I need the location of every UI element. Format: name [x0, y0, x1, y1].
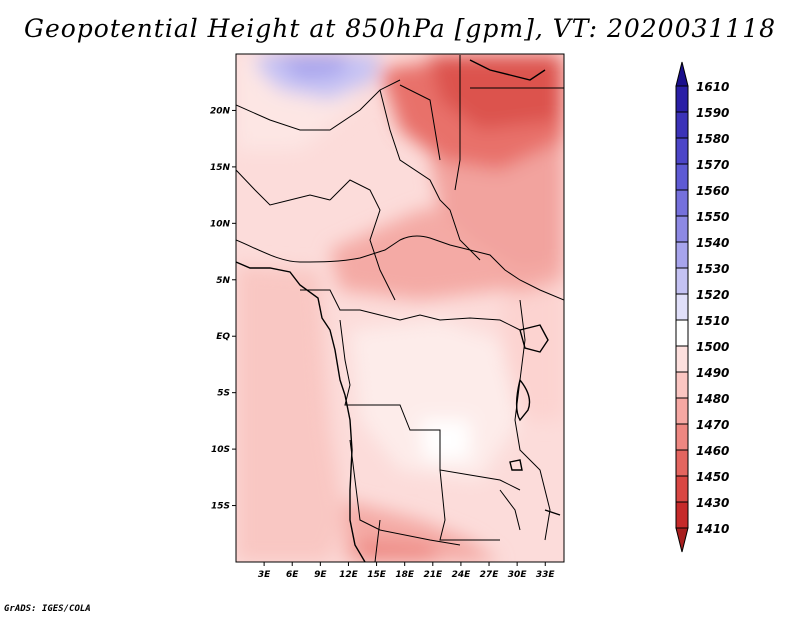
colorbar-label: 1570: [696, 158, 729, 172]
colorbar-label: 1530: [696, 262, 729, 276]
colorbar-swatch: [675, 345, 689, 373]
colorbar-swatch: [675, 475, 689, 503]
lat-tick-label: 5S: [217, 389, 230, 399]
colorbar-label: 1430: [696, 496, 729, 510]
colorbar-swatch: [675, 319, 689, 347]
colorbar-swatch: [675, 241, 689, 269]
colorbar-label: 1500: [696, 340, 729, 354]
colorbar-label: 1520: [696, 288, 729, 302]
lon-tick-label: 21E: [423, 570, 443, 580]
colorbar-label: 1540: [696, 236, 729, 250]
colorbar-label: 1490: [696, 366, 729, 380]
lon-tick-label: 30E: [508, 570, 528, 580]
colorbar-swatch: [675, 137, 689, 165]
lon-tick-label: 27E: [480, 570, 500, 580]
colorbar-swatch: [675, 215, 689, 243]
colorbar-label: 1580: [696, 132, 729, 146]
lon-tick-label: 6E: [286, 570, 299, 580]
colorbar-label: 1470: [696, 418, 729, 432]
lat-tick-label: 15N: [210, 163, 231, 173]
colorbar-label: 1510: [696, 314, 729, 328]
colorbar-label: 1450: [696, 470, 729, 484]
coastlines: [236, 59, 561, 562]
colorbar-top-arrow: [675, 61, 689, 87]
colorbar-swatch: [675, 189, 689, 217]
lat-tick-label: 10N: [210, 219, 231, 229]
colorbar-swatch: [675, 501, 689, 529]
lon-tick-label: 18E: [395, 570, 415, 580]
lon-tick-label: 33E: [536, 570, 556, 580]
lat-tick-label: EQ: [216, 332, 230, 342]
colorbar-swatch: [675, 423, 689, 451]
colorbar-label: 1410: [696, 522, 729, 536]
colorbar-swatch: [675, 371, 689, 399]
lon-tick-label: 24E: [452, 570, 472, 580]
colorbar-swatch: [675, 397, 689, 425]
lon-tick-label: 15E: [367, 570, 387, 580]
colorbar-label: 1610: [696, 80, 729, 94]
lon-tick-label: 12E: [339, 570, 359, 580]
colorbar-label: 1550: [696, 210, 729, 224]
colorbar-label: 1460: [696, 444, 729, 458]
lat-tick-label: 15S: [211, 502, 230, 512]
lon-tick-label: 9E: [314, 570, 327, 580]
map-frame: [235, 53, 565, 563]
colorbar-swatch: [675, 449, 689, 477]
colorbar-bottom-arrow: [675, 527, 689, 553]
colorbar-label: 1480: [696, 392, 729, 406]
lat-tick-label: 20N: [210, 106, 231, 116]
height-field: [236, 54, 564, 562]
colorbar-swatch: [675, 267, 689, 295]
colorbar-label: 1590: [696, 106, 729, 120]
lat-tick-label: 10S: [211, 445, 230, 455]
colorbar-swatch: [675, 163, 689, 191]
colorbar-swatch: [675, 293, 689, 321]
grads-credit: GrADS: IGES/COLA: [4, 604, 91, 614]
colorbar: 1610 1590 1580 1570 1560 1550 1540 1530 1520 1510…: [675, 61, 729, 553]
map-axes: 3E 6E 9E 12E 15E 18E 21E 24E 27E 30E 33E 20N 15N 10N 5…: [210, 106, 556, 580]
country-borders: [236, 55, 564, 562]
colorbar-swatch: [675, 85, 689, 113]
lat-tick-label: 5N: [216, 276, 230, 286]
colorbar-swatch: [675, 111, 689, 139]
colorbar-label: 1560: [696, 184, 729, 198]
map-title: Geopotential Height at 850hPa [gpm], VT:…: [23, 14, 777, 43]
lon-tick-label: 3E: [258, 570, 271, 580]
